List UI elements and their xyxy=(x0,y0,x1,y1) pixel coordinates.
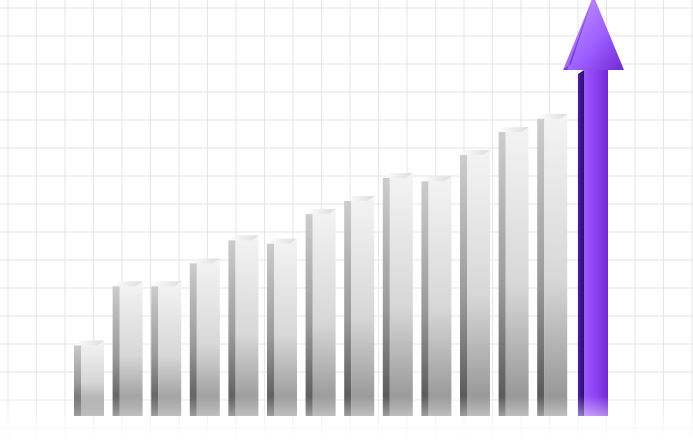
bar xyxy=(498,127,529,417)
arrow-head xyxy=(563,0,624,70)
bar xyxy=(112,281,143,416)
bar-top-face xyxy=(421,176,452,182)
bar xyxy=(267,238,297,416)
bar xyxy=(189,258,220,416)
bar-front-face xyxy=(312,209,336,416)
bar xyxy=(460,150,490,417)
bar-side-face xyxy=(305,209,313,416)
bar-front-face xyxy=(428,176,452,416)
arrow-shaft-front xyxy=(584,70,608,416)
bar-top-face xyxy=(498,127,529,133)
bottom-fade xyxy=(0,396,693,441)
bar-front-face xyxy=(351,196,375,416)
bar-front-face xyxy=(467,150,490,417)
bar-side-face xyxy=(498,127,506,417)
bar-front-face xyxy=(274,238,297,416)
growth-arrow xyxy=(563,0,624,416)
bar-side-face xyxy=(267,238,274,416)
bar-top-face xyxy=(305,209,336,215)
bar xyxy=(228,235,259,416)
bar-top-face xyxy=(228,235,259,241)
bar-front-face xyxy=(505,127,529,417)
bar xyxy=(421,176,452,416)
bar-top-face xyxy=(382,173,413,179)
bar-side-face xyxy=(112,281,120,416)
bar-side-face xyxy=(537,113,545,416)
bar-top-face xyxy=(537,113,568,119)
bar-side-face xyxy=(421,176,429,416)
bar-side-face xyxy=(228,235,236,416)
bar-side-face xyxy=(189,258,197,416)
bar xyxy=(305,209,336,416)
bar-top-face xyxy=(267,238,297,244)
bar-top-face xyxy=(189,258,220,264)
bar-side-face xyxy=(151,281,159,416)
bar xyxy=(151,281,182,416)
bar xyxy=(382,173,413,416)
arrow-shaft-side xyxy=(578,70,584,416)
bar-top-face xyxy=(460,150,490,156)
bar-top-face xyxy=(344,196,375,202)
bar-front-face xyxy=(544,113,568,416)
bar-front-face xyxy=(196,258,220,416)
bar-front-face xyxy=(235,235,259,416)
bars-group xyxy=(74,113,568,417)
bar-side-face xyxy=(344,196,352,416)
bar-front-face xyxy=(389,173,413,416)
bar xyxy=(344,196,375,416)
bar xyxy=(537,113,568,416)
bar-top-face xyxy=(112,281,143,287)
bar-front-face xyxy=(158,281,182,416)
bar-side-face xyxy=(460,150,467,417)
bar-front-face xyxy=(119,281,143,416)
bar-top-face xyxy=(74,340,104,346)
bar-side-face xyxy=(382,173,390,416)
bar-top-face xyxy=(151,281,182,287)
